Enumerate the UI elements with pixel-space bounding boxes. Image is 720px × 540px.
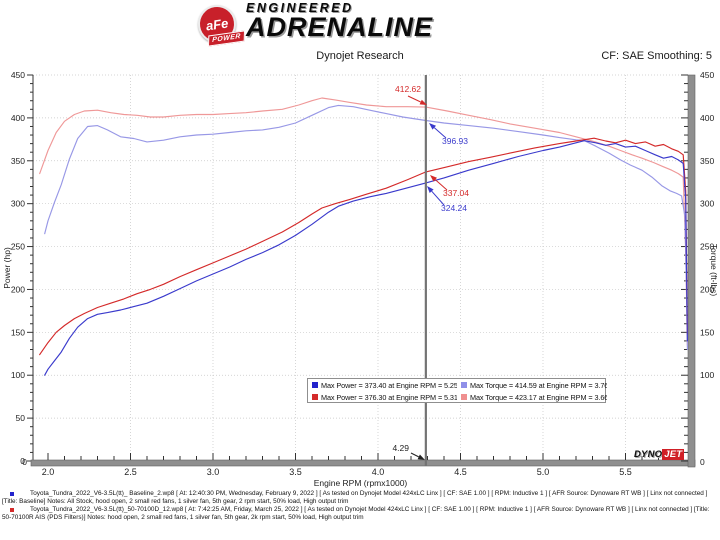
smoothing-setting: CF: SAE Smoothing: 5 [601,50,712,62]
legend-item-power-baseline: Max Power = 373.40 at Engine RPM = 5.25 [308,381,457,390]
footnote-intake-run: Toyota_Tundra_2022_V6-3.5L(tt)_50-70100D… [2,506,718,521]
legend-swatch-torque-baseline [461,382,467,388]
power-axis-title: Power (hp) [2,247,12,289]
rpm-axis-tick-label: 2.0 [42,467,55,477]
legend-label: Max Power = 376.30 at Engine RPM = 5.31 [321,392,457,402]
max-values-legend: Max Power = 373.40 at Engine RPM = 5.25 … [307,378,607,403]
rpm-axis-tick-label: 3.5 [289,467,302,477]
right-axis-zero-label: 0 [700,457,705,467]
torque-axis-tick-label: 100 [700,370,714,380]
torque-axis-title: Torque (ft-lbs) [709,244,719,297]
cursor-value-arrow-line [433,127,447,139]
torque-axis-tick-label: 350 [700,156,714,166]
rpm-axis-tick-label: 5.5 [619,467,632,477]
power-axis-tick-label: 100 [11,370,25,380]
legend-label: Max Torque = 414.59 at Engine RPM = 3.76 [470,380,607,390]
cursor-value-arrow-line [407,95,421,103]
rpm-axis-title: Engine RPM (rpmx1000) [314,478,408,488]
footnote-text: Toyota_Tundra_2022_V6-3.5L(tt)_50-70100D… [2,506,710,521]
power-axis-tick-label: 200 [11,284,25,294]
torque-axis-bar [687,74,696,468]
cursor-value-arrow-head [417,454,425,460]
cursor-value-arrow-line [434,179,448,191]
chart-title: Dynojet Research [316,50,404,62]
rpm-axis-tick-label: 5.0 [537,467,550,477]
curve-power-50-70100d [39,137,688,356]
torque-axis-tick-label: 200 [700,284,714,294]
brand-adrenaline: ADRENALINE [246,12,434,42]
run-footnotes: Toyota_Tundra_2022_V6-3.5L(tt)_ Baseline… [2,490,718,522]
legend-swatch-power-baseline [312,382,318,388]
left-axis-zero-label: 0 [22,457,27,467]
legend-item-torque-baseline: Max Torque = 414.59 at Engine RPM = 3.76 [457,381,607,390]
power-axis-tick-label: 150 [11,327,25,337]
curve-torque-baseline [44,104,688,351]
cursor-value-label: 324.24 [441,203,467,213]
afe-adrenaline-logo: aFe POWER ENGINEERED ADRENALINE [195,1,434,48]
legend-item-torque-intake: Max Torque = 423.17 at Engine RPM = 3.66 [457,393,607,402]
footnote-marker-blue [10,492,14,496]
rpm-axis-tick-label: 3.0 [207,467,220,477]
cursor-value-arrow-line [410,452,419,458]
cursor-value-label: 4.29 [392,443,409,453]
cursor-value-arrow-head [429,123,436,130]
footnote-baseline-run: Toyota_Tundra_2022_V6-3.5L(tt)_ Baseline… [2,490,718,505]
legend-item-power-intake: Max Power = 376.30 at Engine RPM = 5.31 [308,393,457,402]
power-axis-tick-label: 0 [20,456,25,466]
curve-torque-50-70100d [39,97,688,346]
footnote-text: Toyota_Tundra_2022_V6-3.5L(tt)_ Baseline… [2,490,708,505]
brand-engineered: ENGINEERED [246,1,354,15]
power-axis-tick-label: 250 [11,242,25,252]
legend-swatch-power-intake [312,394,318,400]
cursor-value-label: 396.93 [442,136,468,146]
dynojet-logo-jet: JET [662,449,685,460]
x-axis-bar [30,459,696,467]
dynojet-logo: DYNO JET [634,449,685,460]
power-axis-tick-label: 300 [11,199,25,209]
curve-power-baseline [44,140,688,376]
cursor-value-arrow-head [419,99,427,105]
dynojet-logo-dyno: DYNO [634,449,663,460]
cursor-value-arrow-head [430,175,437,182]
footnote-marker-red [10,508,14,513]
legend-label: Max Torque = 423.17 at Engine RPM = 3.66 [470,392,607,402]
power-axis-tick-label: 400 [11,113,25,123]
power-axis-tick-label: 450 [11,70,25,80]
rpm-axis-tick-label: 2.5 [124,467,137,477]
power-axis-tick-label: 350 [11,156,25,166]
cursor-value-arrow-head [427,186,434,193]
torque-axis-tick-label: 250 [700,242,714,252]
legend-swatch-torque-intake [461,394,467,400]
cursor-value-arrow-line [431,190,445,206]
torque-axis-tick-label: 450 [700,70,714,80]
rpm-axis-tick-label: 4.0 [372,467,385,477]
torque-axis-tick-label: 400 [700,113,714,123]
cursor-value-label: 412.62 [395,84,421,94]
cursor-value-label: 337.04 [443,188,469,198]
rpm-axis-tick-label: 4.5 [454,467,467,477]
legend-label: Max Power = 373.40 at Engine RPM = 5.25 [321,380,457,390]
brand-text: ENGINEERED ADRENALINE [246,1,434,42]
power-axis-tick-label: 50 [16,413,26,423]
torque-axis-tick-label: 150 [700,327,714,337]
torque-axis-tick-label: 300 [700,199,714,209]
